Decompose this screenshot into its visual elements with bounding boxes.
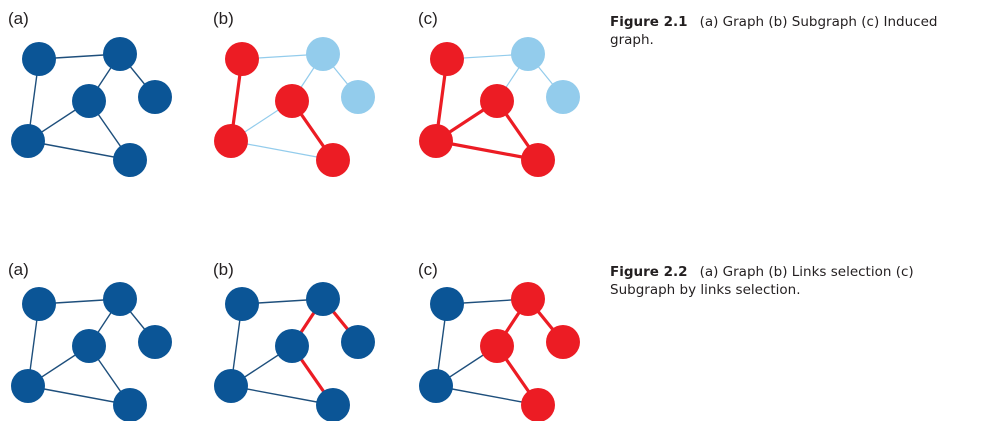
figure-1-panel-2-label: (b) (213, 9, 234, 28)
node-E (419, 124, 453, 158)
figure-2-2-text: (a) Graph (b) Links selection (c) Subgra… (610, 264, 914, 298)
node-D (480, 329, 514, 363)
node-C (546, 80, 580, 114)
node-D (275, 84, 309, 118)
node-A (22, 287, 56, 321)
node-A (225, 42, 259, 76)
figure-2-1-caption: Figure 2.1 (a) Graph (b) Subgraph (c) Ind… (610, 13, 980, 49)
figure-1-panel-3: (c) (418, 9, 580, 177)
node-E (214, 124, 248, 158)
node-C (138, 80, 172, 114)
edge-E-F (230, 385, 334, 406)
node-C (341, 80, 375, 114)
figure-2-2-number: Figure 2.2 (610, 264, 688, 280)
edge-E-F (435, 385, 539, 406)
node-A (430, 42, 464, 76)
figure-2-panel-3-label: (c) (418, 260, 438, 279)
node-F (521, 143, 555, 177)
edge-E-F (27, 385, 131, 406)
node-D (72, 329, 106, 363)
figure-1-panel-2: (b) (213, 9, 375, 177)
node-C (341, 325, 375, 359)
node-F (521, 388, 555, 421)
node-F (113, 388, 147, 421)
node-D (275, 329, 309, 363)
edge-E-F (230, 140, 334, 161)
figure-1-panel-1-label: (a) (8, 9, 29, 28)
node-B (306, 282, 340, 316)
figure-2-panel-1-label: (a) (8, 260, 29, 279)
figure-2-panel-3: (c) (418, 260, 580, 421)
figure-2-panel-1: (a) (8, 260, 172, 421)
node-F (316, 143, 350, 177)
node-B (103, 37, 137, 71)
node-B (306, 37, 340, 71)
node-D (480, 84, 514, 118)
figure-2-panel-2-label: (b) (213, 260, 234, 279)
figure-2-2-caption: Figure 2.2 (a) Graph (b) Links selection … (610, 263, 980, 299)
node-E (214, 369, 248, 403)
figure-2-1-number: Figure 2.1 (610, 14, 688, 30)
figure-2-panel-2: (b) (213, 260, 375, 421)
node-B (511, 282, 545, 316)
node-C (138, 325, 172, 359)
figure-2-1-text: (a) Graph (b) Subgraph (c) Induced graph… (610, 14, 938, 48)
node-F (316, 388, 350, 421)
node-A (225, 287, 259, 321)
node-B (511, 37, 545, 71)
node-E (11, 369, 45, 403)
edge-E-F (27, 140, 131, 161)
figure-1-panel-3-label: (c) (418, 9, 438, 28)
figure-1-panel-1: (a) (8, 9, 172, 177)
node-E (11, 124, 45, 158)
node-C (546, 325, 580, 359)
node-B (103, 282, 137, 316)
node-A (22, 42, 56, 76)
node-A (430, 287, 464, 321)
edge-E-F (434, 139, 540, 162)
node-E (419, 369, 453, 403)
node-F (113, 143, 147, 177)
node-D (72, 84, 106, 118)
